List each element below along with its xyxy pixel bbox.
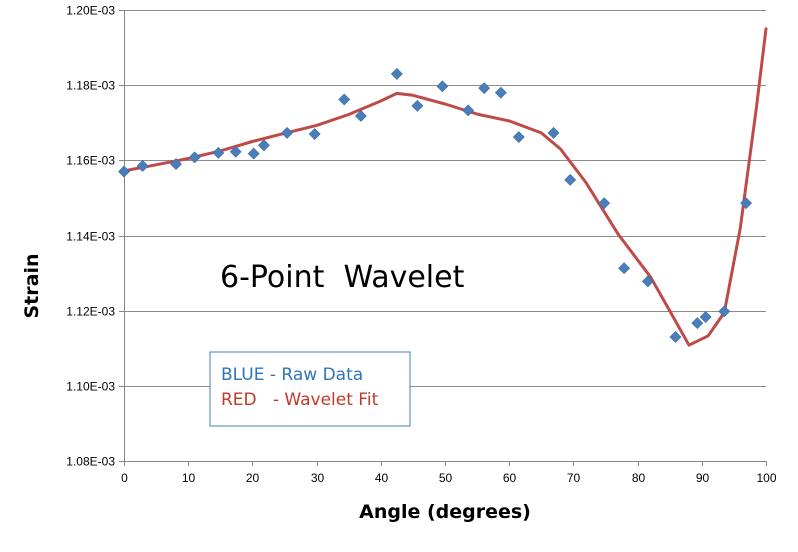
y-axis-title: Strain: [21, 254, 43, 319]
legend-line-wavelet-fit: RED - Wavelet Fit: [221, 390, 379, 410]
x-tick-label: 100: [756, 471, 776, 485]
x-tick-label: 50: [439, 471, 453, 485]
x-tick-labels: 0 10 20 30 40 50 60 70 80 90 100: [121, 471, 777, 485]
x-tick-label: 40: [375, 471, 389, 485]
y-tick-label: 1.16E-03: [66, 154, 115, 168]
x-tick-label: 80: [632, 471, 646, 485]
raw-data-point: [494, 86, 507, 99]
series-raw-data: [118, 67, 753, 343]
y-tick-label: 1.14E-03: [66, 230, 115, 244]
raw-data-point: [618, 262, 631, 275]
raw-data-point: [411, 99, 424, 112]
raw-data-point: [547, 126, 560, 139]
raw-data-point: [281, 126, 293, 139]
legend-line-raw-data: BLUE - Raw Data: [221, 365, 363, 385]
raw-data-point: [740, 197, 753, 210]
x-tick-label: 30: [311, 471, 325, 485]
x-tick-label: 70: [567, 471, 581, 485]
raw-data-point: [598, 197, 611, 210]
legend-frame: [209, 351, 411, 427]
raw-data-point: [718, 305, 731, 318]
raw-data-point: [258, 139, 270, 152]
raw-data-point: [338, 93, 351, 106]
raw-data-point: [354, 110, 367, 122]
raw-data-point: [462, 104, 475, 117]
raw-data-point: [247, 147, 260, 160]
raw-data-point: [212, 146, 225, 159]
series-wavelet-fit: [122, 27, 768, 347]
chart-annotation: 6-Point Wavelet: [220, 260, 465, 295]
raw-data-point: [390, 67, 403, 80]
raw-data-point: [699, 311, 712, 323]
raw-data-point: [564, 173, 577, 186]
x-tick-label: 0: [121, 471, 128, 485]
raw-data-point: [669, 331, 682, 343]
raw-data-point: [641, 275, 654, 288]
y-tick-label: 1.12E-03: [66, 305, 115, 319]
raw-data-point: [478, 82, 491, 95]
raw-data-point: [308, 128, 321, 140]
raw-data-point: [436, 80, 449, 93]
raw-data-point: [512, 131, 525, 143]
y-tick-label: 1.10E-03: [66, 380, 115, 394]
y-tick-label: 1.18E-03: [66, 79, 115, 93]
x-tick-label: 10: [182, 471, 196, 485]
axes: [119, 10, 767, 466]
raw-data-point: [118, 165, 130, 178]
raw-data-point: [691, 317, 704, 329]
raw-data-point: [229, 145, 242, 158]
wavelet-fit-line: [122, 27, 768, 347]
raw-data-point: [170, 158, 182, 171]
y-tick-labels: 1.08E-03 1.10E-03 1.12E-03 1.14E-03 1.16E-03…: [66, 4, 115, 469]
x-tick-label: 60: [503, 471, 517, 485]
x-axis-title: Angle (degrees): [359, 501, 531, 523]
y-tick-label: 1.08E-03: [66, 455, 115, 469]
x-tick-label: 20: [246, 471, 260, 485]
legend-box: BLUE - Raw Data RED - Wavelet Fit: [209, 351, 411, 427]
raw-data-point: [136, 160, 149, 172]
x-tick-label: 90: [696, 471, 710, 485]
y-tick-label: 1.20E-03: [66, 4, 115, 18]
raw-data-point: [188, 151, 201, 164]
